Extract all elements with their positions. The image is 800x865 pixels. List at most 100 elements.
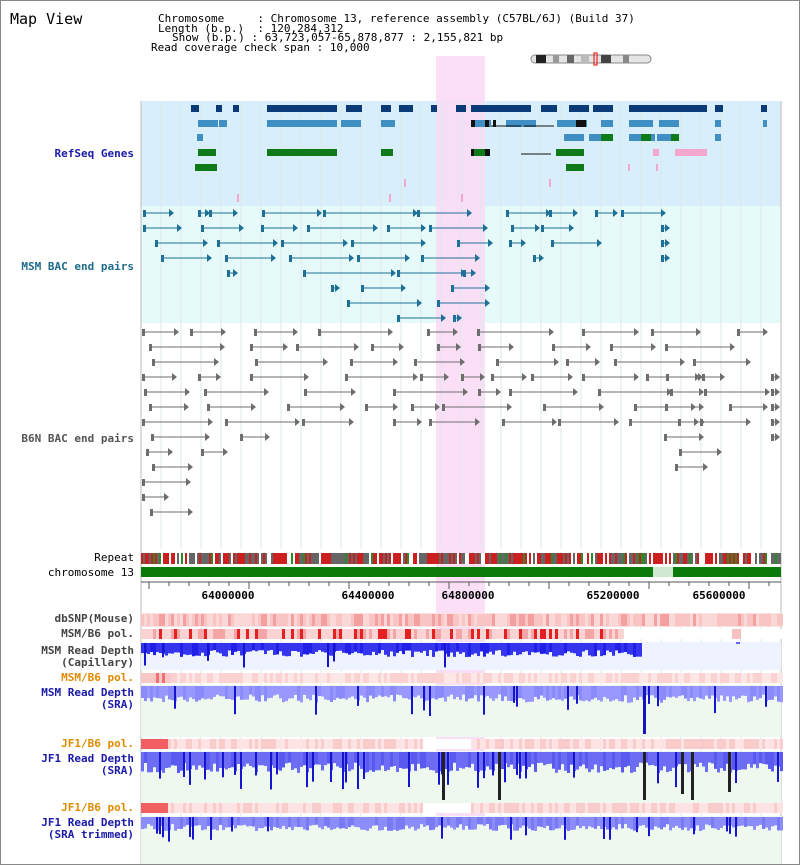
dbsnp-track-label[interactable]: dbSNP(Mouse) — [54, 612, 134, 625]
jf1-sra-bar — [192, 752, 195, 766]
msm-pol2-cell — [222, 673, 225, 683]
jf1-sra-bar — [210, 752, 213, 772]
msm-pol2-cell — [531, 673, 534, 683]
dbsnp-cell — [378, 614, 381, 626]
msm-sra-bar — [759, 686, 762, 699]
jf1-sra-bar — [165, 752, 168, 768]
repeat-segment — [501, 553, 503, 564]
jf1-pol2-cell — [612, 803, 615, 813]
dbsnp-cell — [702, 614, 705, 626]
msm-sra-bar — [252, 686, 255, 697]
jf1-trim-bar — [546, 817, 549, 826]
refseq-gene — [557, 120, 587, 127]
jf1-pol-track-label[interactable]: JF1/B6 pol. — [61, 737, 134, 750]
msm-sra-bar — [486, 686, 489, 696]
msm-pol2-cell — [570, 673, 573, 683]
repeat-segment — [603, 553, 605, 564]
msm-cap-bar — [426, 643, 429, 657]
jf1-sra-bar — [489, 752, 492, 770]
jf1-sra-bar — [522, 752, 525, 766]
msm-sra-bar — [579, 686, 582, 701]
repeat-segment — [393, 553, 395, 564]
b6n-bac-end — [771, 419, 774, 426]
msm-sra-bar — [195, 686, 198, 702]
msm-pol2-track-label[interactable]: MSM/B6 pol. — [61, 671, 134, 684]
jf1-sra-track-label-1[interactable]: JF1 Read Depth — [41, 752, 134, 765]
msm-pol-cell — [393, 629, 396, 639]
dbsnp-cell — [648, 614, 651, 626]
jf1-trim-bar — [318, 817, 321, 828]
jf1-trim-bar-spike — [735, 817, 737, 837]
page-title: Map View — [10, 10, 83, 28]
msm-pol-cell — [696, 629, 699, 639]
repeat-segment — [193, 553, 195, 564]
repeat-segment — [195, 553, 197, 564]
msm-bac-arrow — [273, 239, 278, 247]
jf1-sra-bar — [738, 752, 741, 770]
dbsnp-cell — [540, 614, 543, 626]
jf1-pol2-cell — [567, 803, 570, 813]
jf1-pol-cell — [180, 739, 183, 749]
msm-sra-bar — [519, 686, 522, 699]
jf1-pol-cell — [735, 739, 738, 749]
msm-bac-track-label[interactable]: MSM BAC end pairs — [21, 260, 134, 273]
jf1-pol2-cell — [534, 803, 537, 813]
msm-pol-track-label[interactable]: MSM/B6 pol. — [61, 627, 134, 640]
repeat-segment — [569, 553, 571, 564]
dbsnp-cell — [462, 614, 465, 626]
msm-bac-end — [621, 210, 624, 217]
msm-sra-bar — [453, 686, 456, 700]
jf1-pol2-cell — [528, 803, 531, 813]
jf1-pol-cell — [570, 739, 573, 749]
msm-cap-dot — [736, 642, 740, 644]
refseq-track-label[interactable]: RefSeq Genes — [54, 147, 134, 160]
msm-pol2-cell — [219, 673, 222, 683]
jf1-pol2-cell — [660, 803, 663, 813]
repeat-segment — [215, 553, 217, 564]
msm-cap-bar — [348, 643, 351, 655]
msm-pol2-cell — [573, 673, 576, 683]
msm-pol2-cell — [324, 673, 327, 683]
msm-cap-track-label-1[interactable]: MSM Read Depth — [41, 644, 134, 657]
b6n-bac-track-label[interactable]: B6N BAC end pairs — [21, 432, 134, 445]
b6n-bac-arrow — [221, 328, 226, 336]
b6n-bac-end — [646, 374, 649, 381]
dbsnp-cell — [741, 614, 744, 626]
msm-sra-bar — [414, 686, 417, 698]
msm-sra-bar — [216, 686, 219, 695]
jf1-pol2-cell — [543, 803, 546, 813]
repeat-segment — [281, 553, 283, 564]
jf1-trim-bar — [294, 817, 297, 827]
dbsnp-cell — [771, 614, 774, 626]
repeat-segment — [617, 553, 619, 564]
jf1-trim-track-label-1[interactable]: JF1 Read Depth — [41, 816, 134, 829]
dbsnp-cell — [456, 614, 459, 626]
msm-bac-arrow — [421, 224, 426, 232]
msm-sra-track-label-1[interactable]: MSM Read Depth — [41, 686, 134, 699]
chromosome-ideogram[interactable] — [530, 52, 652, 66]
jf1-pol-cell — [441, 739, 444, 749]
jf1-pol-cell — [144, 739, 147, 749]
msm-cap-bar — [294, 643, 297, 651]
msm-pol2-cell — [255, 673, 258, 683]
repeat-segment — [459, 553, 461, 564]
jf1-sra-bar — [288, 752, 291, 763]
msm-bac-arrow — [317, 209, 322, 217]
msm-pol2-cell — [744, 673, 747, 683]
jf1-pol-cell — [324, 739, 327, 749]
jf1-sra-bar-spike — [234, 752, 236, 775]
dbsnp-cell — [333, 614, 336, 626]
jf1-sra-bar — [324, 752, 327, 766]
msm-sra-bar — [633, 686, 636, 698]
jf1-pol2-cell — [537, 803, 540, 813]
b6n-bac-arrow — [599, 403, 604, 411]
jf1-trim-bar — [738, 817, 741, 827]
jf1-pol-cell — [153, 739, 156, 749]
msm-sra-bar — [351, 686, 354, 697]
jf1-sra-bar-spike — [342, 752, 344, 790]
repeat-segment — [301, 553, 303, 564]
jf1-sra-bar — [756, 752, 759, 769]
jf1-pol-cell — [744, 739, 747, 749]
jf1-pol2-track-label[interactable]: JF1/B6 pol. — [61, 801, 134, 814]
msm-bac-arrow — [343, 239, 348, 247]
